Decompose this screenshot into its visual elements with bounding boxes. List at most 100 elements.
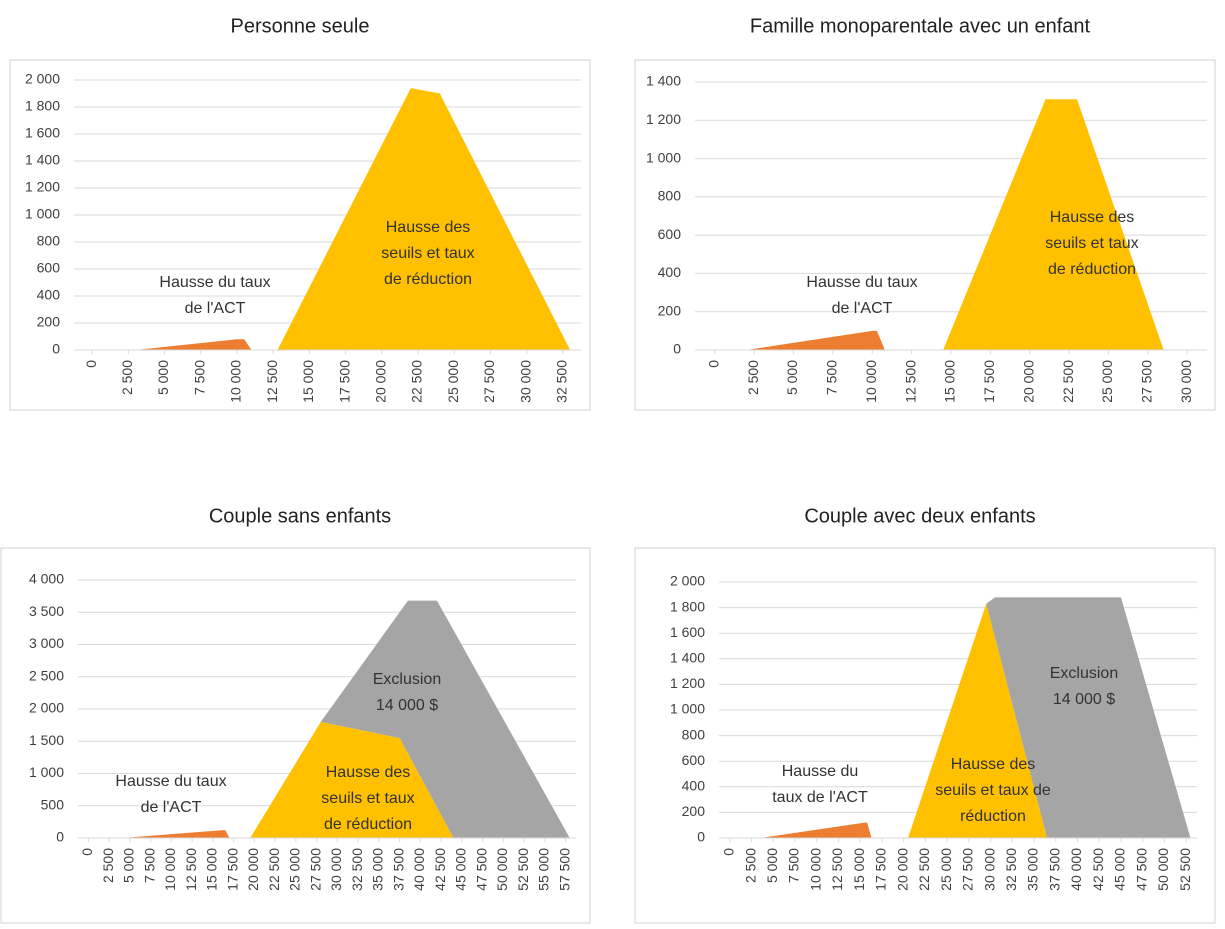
x-tick-label: 7 500 [141, 848, 157, 883]
x-tick-label: 10 000 [807, 848, 823, 891]
x-tick-label: 15 000 [942, 360, 958, 403]
annotation: de l'ACT [185, 300, 246, 317]
y-tick-label: 2 000 [25, 71, 60, 87]
y-tick-label: 800 [37, 233, 61, 249]
x-tick-label: 7 500 [786, 848, 802, 883]
chart-frame [634, 547, 1216, 924]
y-tick-label: 0 [56, 829, 64, 845]
x-tick-label: 57 500 [556, 848, 572, 891]
y-tick-label: 200 [682, 803, 706, 819]
x-tick-label: 37 500 [390, 848, 406, 891]
annotation: Hausse des [326, 764, 411, 781]
x-tick-label: 32 500 [554, 360, 570, 403]
x-tick-label: 42 500 [1090, 848, 1106, 891]
annotation: de réduction [1048, 261, 1136, 278]
y-tick-label: 600 [37, 260, 61, 276]
x-tick-label: 17 500 [336, 360, 352, 403]
x-tick-label: 22 500 [916, 848, 932, 891]
x-tick-label: 55 000 [536, 848, 552, 891]
x-tick-label: 27 500 [960, 848, 976, 891]
x-tick-label: 2 500 [745, 360, 761, 395]
x-tick-label: 30 000 [517, 360, 533, 403]
area [714, 99, 1164, 350]
x-tick-label: 20 000 [894, 848, 910, 891]
x-tick-label: 25 000 [1099, 360, 1115, 403]
y-tick-label: 1 500 [29, 732, 64, 748]
y-tick-label: 2 000 [670, 573, 705, 589]
x-tick-label: 17 500 [873, 848, 889, 891]
chart-title: Personne seule [231, 15, 370, 37]
x-tick-label: 12 500 [264, 360, 280, 403]
x-tick-label: 15 000 [204, 848, 220, 891]
x-tick-label: 17 500 [981, 360, 997, 403]
y-tick-label: 1 800 [25, 98, 60, 114]
annotation: de réduction [324, 816, 412, 833]
annotation: de réduction [384, 271, 472, 288]
y-tick-label: 1 000 [646, 149, 681, 165]
x-tick-label: 40 000 [1068, 848, 1084, 891]
x-tick-label: 50 000 [494, 848, 510, 891]
x-tick-label: 15 000 [851, 848, 867, 891]
x-tick-label: 40 000 [411, 848, 427, 891]
x-tick-label: 22 500 [1060, 360, 1076, 403]
annotation: seuils et taux [321, 790, 414, 807]
x-tick-label: 25 000 [938, 848, 954, 891]
y-tick-label: 400 [682, 778, 706, 794]
area [729, 597, 1191, 838]
x-tick-label: 22 500 [266, 848, 282, 891]
annotation: 14 000 $ [1053, 691, 1115, 708]
area [88, 830, 570, 838]
chart-title: Famille monoparentale avec un enfant [750, 15, 1091, 37]
annotation: Hausse du taux [159, 274, 270, 291]
x-tick-label: 42 500 [432, 848, 448, 891]
y-tick-label: 2 500 [29, 667, 64, 683]
annotation: de l'ACT [832, 300, 893, 317]
annotation: seuils et taux [1045, 235, 1138, 252]
chart-frame [634, 59, 1216, 411]
y-tick-label: 800 [682, 726, 706, 742]
y-tick-label: 1 000 [25, 206, 60, 222]
area [88, 600, 570, 838]
annotation: Hausse du [782, 763, 859, 780]
x-tick-label: 37 500 [1046, 848, 1062, 891]
x-tick-label: 20 000 [245, 848, 261, 891]
x-tick-label: 15 000 [300, 360, 316, 403]
annotation: de l'ACT [141, 799, 202, 816]
y-tick-label: 1 200 [25, 179, 60, 195]
x-tick-label: 12 500 [902, 360, 918, 403]
y-tick-label: 4 000 [29, 571, 64, 587]
annotation: Hausse des [386, 219, 471, 236]
y-tick-label: 1 000 [29, 764, 64, 780]
y-tick-label: 1 200 [670, 675, 705, 691]
y-tick-label: 1 600 [25, 125, 60, 141]
x-tick-label: 27 500 [1139, 360, 1155, 403]
x-tick-label: 35 000 [1025, 848, 1041, 891]
x-tick-label: 32 500 [1003, 848, 1019, 891]
y-tick-label: 200 [658, 302, 682, 318]
x-tick-label: 45 000 [1112, 848, 1128, 891]
x-tick-label: 27 500 [481, 360, 497, 403]
annotation: Hausse des [1050, 209, 1135, 226]
x-tick-label: 20 000 [1020, 360, 1036, 403]
y-tick-label: 600 [658, 226, 682, 242]
annotation: réduction [960, 808, 1026, 825]
x-tick-label: 0 [83, 360, 99, 368]
y-tick-label: 400 [658, 264, 682, 280]
area [729, 603, 1191, 838]
x-tick-label: 7 500 [824, 360, 840, 395]
area [714, 330, 1164, 350]
area [729, 822, 1191, 838]
y-tick-label: 1 200 [646, 111, 681, 127]
chart-title: Couple avec deux enfants [804, 505, 1035, 527]
x-tick-label: 30 000 [1178, 360, 1194, 403]
y-tick-label: 1 400 [25, 152, 60, 168]
chart-frame [9, 59, 591, 411]
x-tick-label: 25 000 [445, 360, 461, 403]
y-tick-label: 1 600 [670, 624, 705, 640]
y-tick-label: 1 800 [670, 598, 705, 614]
y-tick-label: 0 [697, 829, 705, 845]
x-tick-label: 25 000 [287, 848, 303, 891]
annotation: taux de l'ACT [772, 789, 868, 806]
x-tick-label: 5 000 [784, 360, 800, 395]
